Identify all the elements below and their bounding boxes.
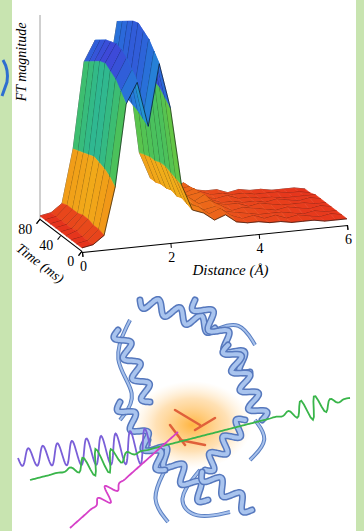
- x-tick: 6: [343, 225, 354, 248]
- helix: [202, 472, 252, 512]
- x-axis-line: [83, 225, 348, 256]
- helix: [202, 472, 252, 512]
- x-tick: 4: [254, 234, 265, 257]
- surface-cell: [165, 98, 181, 185]
- x-tick-label: 0: [80, 259, 87, 274]
- helix: [114, 330, 150, 402]
- profile-line: [72, 39, 337, 240]
- x-tick-label: 4: [257, 241, 264, 256]
- x-tick-mark: [170, 243, 172, 248]
- profile-line: [40, 21, 305, 215]
- z-axis-line: [40, 15, 41, 220]
- figure: 0 2 4 6 0 40 80 Distance (Å) Time (ms) FT magnitu…: [0, 0, 364, 531]
- y-axis-title: Time (ms): [13, 241, 67, 288]
- surface-cell: [176, 178, 192, 210]
- y-tick-mark: [58, 236, 61, 240]
- panel: [12, 0, 356, 531]
- ribbon-loop: [155, 470, 168, 522]
- surface: [40, 21, 347, 248]
- y-tick: 0: [60, 246, 85, 273]
- x-axis-title: Distance (Å): [191, 262, 268, 279]
- profile-line: [77, 52, 342, 244]
- edge-fragment: [2, 60, 8, 96]
- ribbon-loop: [155, 470, 168, 522]
- y-axis-line: [37, 219, 82, 255]
- profile-line: [82, 64, 347, 248]
- x-tick: 2: [166, 243, 177, 266]
- y-tick: 80: [11, 210, 43, 244]
- helix: [140, 299, 215, 332]
- protein-illustration: [18, 299, 350, 528]
- x-tick-mark: [347, 225, 349, 230]
- x-tick-label: 2: [168, 250, 175, 265]
- ligand-stick: [175, 410, 200, 425]
- probe-wave: [18, 429, 150, 466]
- ligand-stick: [195, 418, 215, 430]
- helix: [223, 345, 267, 420]
- y-tick-mark: [37, 220, 40, 224]
- background: [0, 0, 364, 531]
- pump-beam: [70, 432, 178, 528]
- y-tick-mark: [79, 252, 82, 256]
- y-tick-label: 40: [39, 238, 53, 253]
- x-tick: 0: [78, 252, 89, 275]
- profile-line: [56, 21, 321, 228]
- x-tick-mark: [82, 252, 84, 257]
- profile-line: [45, 21, 310, 220]
- z-axis-title: FT magnitude: [14, 23, 29, 103]
- helix: [140, 299, 215, 332]
- helix: [223, 345, 267, 420]
- ribbon-loop: [250, 420, 264, 460]
- surface-cell: [110, 92, 126, 187]
- profile-line: [66, 31, 331, 236]
- profile-line: [61, 23, 326, 232]
- x-tick-label: 6: [345, 232, 352, 247]
- profile-line: [51, 21, 316, 224]
- x-tick-mark: [259, 234, 261, 239]
- surface-cell: [99, 177, 115, 235]
- y-tick-label: 80: [18, 222, 32, 237]
- y-tick-label: 0: [67, 254, 74, 269]
- signal-wave: [30, 396, 350, 480]
- helix: [114, 330, 150, 402]
- ribbon-loop: [250, 420, 264, 460]
